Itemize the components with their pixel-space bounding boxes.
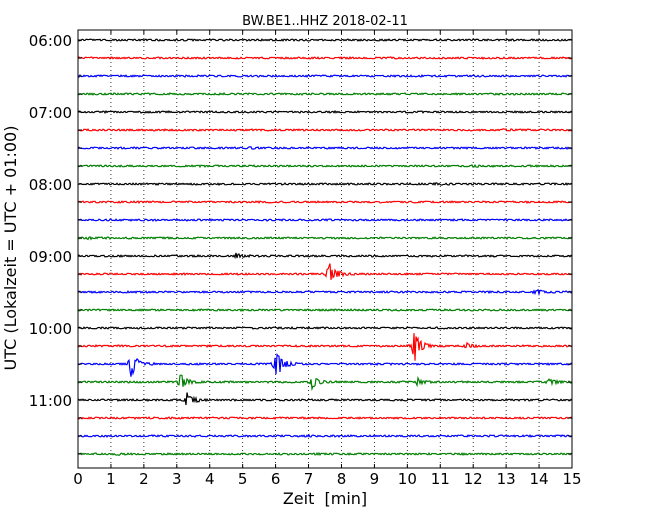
trace-1045 xyxy=(77,374,573,392)
trace-0945 xyxy=(77,308,573,313)
x-tick-label: 14 xyxy=(530,470,549,488)
trace-1000 xyxy=(77,325,573,330)
x-tick-label: 7 xyxy=(304,470,314,488)
x-axis-ticks: 0 1 2 3 4 5 6 7 8 9 10 11 12 13 14 15 xyxy=(73,30,582,488)
grid-lines xyxy=(110,30,540,468)
trace-0830 xyxy=(77,218,573,222)
trace-0930 xyxy=(77,288,573,297)
x-axis-label: Zeit [min] xyxy=(283,489,367,508)
x-tick-label: 11 xyxy=(431,470,450,488)
trace-1115 xyxy=(77,416,573,421)
plot-frame xyxy=(77,29,573,469)
trace-0615 xyxy=(77,56,573,60)
y-tick-label: 10:00 xyxy=(29,320,72,338)
trace-0730 xyxy=(77,146,573,151)
x-tick-label: 9 xyxy=(370,470,380,488)
trace-0845 xyxy=(77,236,573,241)
trace-1030 xyxy=(77,353,573,377)
x-tick-label: 2 xyxy=(139,470,149,488)
trace-0900 xyxy=(77,252,573,260)
trace-1145 xyxy=(77,451,573,457)
trace-0915 xyxy=(77,263,573,280)
y-tick-label: 09:00 xyxy=(29,248,72,266)
trace-0800 xyxy=(77,181,573,187)
trace-1130 xyxy=(77,433,573,439)
x-tick-label: 0 xyxy=(73,470,83,488)
x-tick-label: 13 xyxy=(497,470,516,488)
trace-0745 xyxy=(77,163,573,169)
y-tick-label: 07:00 xyxy=(29,104,72,122)
x-tick-label: 6 xyxy=(271,470,281,488)
x-tick-label: 5 xyxy=(238,470,248,488)
x-tick-label: 1 xyxy=(106,470,116,488)
y-axis-label: UTC (Lokalzeit = UTC + 01:00) xyxy=(1,126,20,371)
trace-0630 xyxy=(77,74,573,79)
x-tick-label: 15 xyxy=(562,470,581,488)
y-axis-ticks: 06:00 07:00 08:00 09:00 10:00 11:00 xyxy=(29,32,572,455)
trace-1100 xyxy=(77,392,573,406)
chart-title: BW.BE1..HHZ 2018-02-11 xyxy=(242,14,408,29)
trace-0815 xyxy=(77,200,573,205)
seismic-traces xyxy=(77,37,573,457)
trace-0715 xyxy=(77,128,573,132)
y-tick-label: 06:00 xyxy=(29,32,72,50)
trace-0645 xyxy=(77,92,573,96)
trace-0700 xyxy=(77,109,573,114)
y-tick-label: 11:00 xyxy=(29,392,72,410)
trace-1015 xyxy=(77,333,573,361)
trace-0600 xyxy=(77,37,573,42)
x-tick-label: 12 xyxy=(464,470,483,488)
x-tick-label: 3 xyxy=(172,470,182,488)
x-tick-label: 8 xyxy=(337,470,347,488)
x-tick-label: 4 xyxy=(205,470,215,488)
x-tick-label: 10 xyxy=(398,470,417,488)
y-tick-label: 08:00 xyxy=(29,176,72,194)
